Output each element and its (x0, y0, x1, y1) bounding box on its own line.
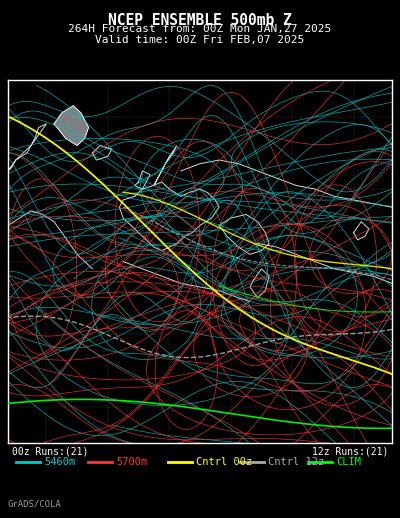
Text: 264H Forecast from: 00Z Mon JAN,27 2025: 264H Forecast from: 00Z Mon JAN,27 2025 (68, 24, 332, 34)
Text: 5700m: 5700m (116, 457, 147, 467)
Text: Valid time: 00Z Fri FEB,07 2025: Valid time: 00Z Fri FEB,07 2025 (95, 35, 305, 45)
Text: 00z Runs:(21): 00z Runs:(21) (12, 447, 88, 456)
Text: NCEP ENSEMBLE 500mb Z: NCEP ENSEMBLE 500mb Z (108, 13, 292, 28)
Text: 12z Runs:(21): 12z Runs:(21) (312, 447, 388, 456)
Polygon shape (54, 106, 89, 146)
Text: CLIM: CLIM (336, 457, 361, 467)
Text: Cntrl 00z: Cntrl 00z (196, 457, 252, 467)
Text: 5460m: 5460m (44, 457, 75, 467)
Text: GrADS/COLA: GrADS/COLA (8, 500, 62, 509)
Text: Cntrl 12z: Cntrl 12z (268, 457, 324, 467)
